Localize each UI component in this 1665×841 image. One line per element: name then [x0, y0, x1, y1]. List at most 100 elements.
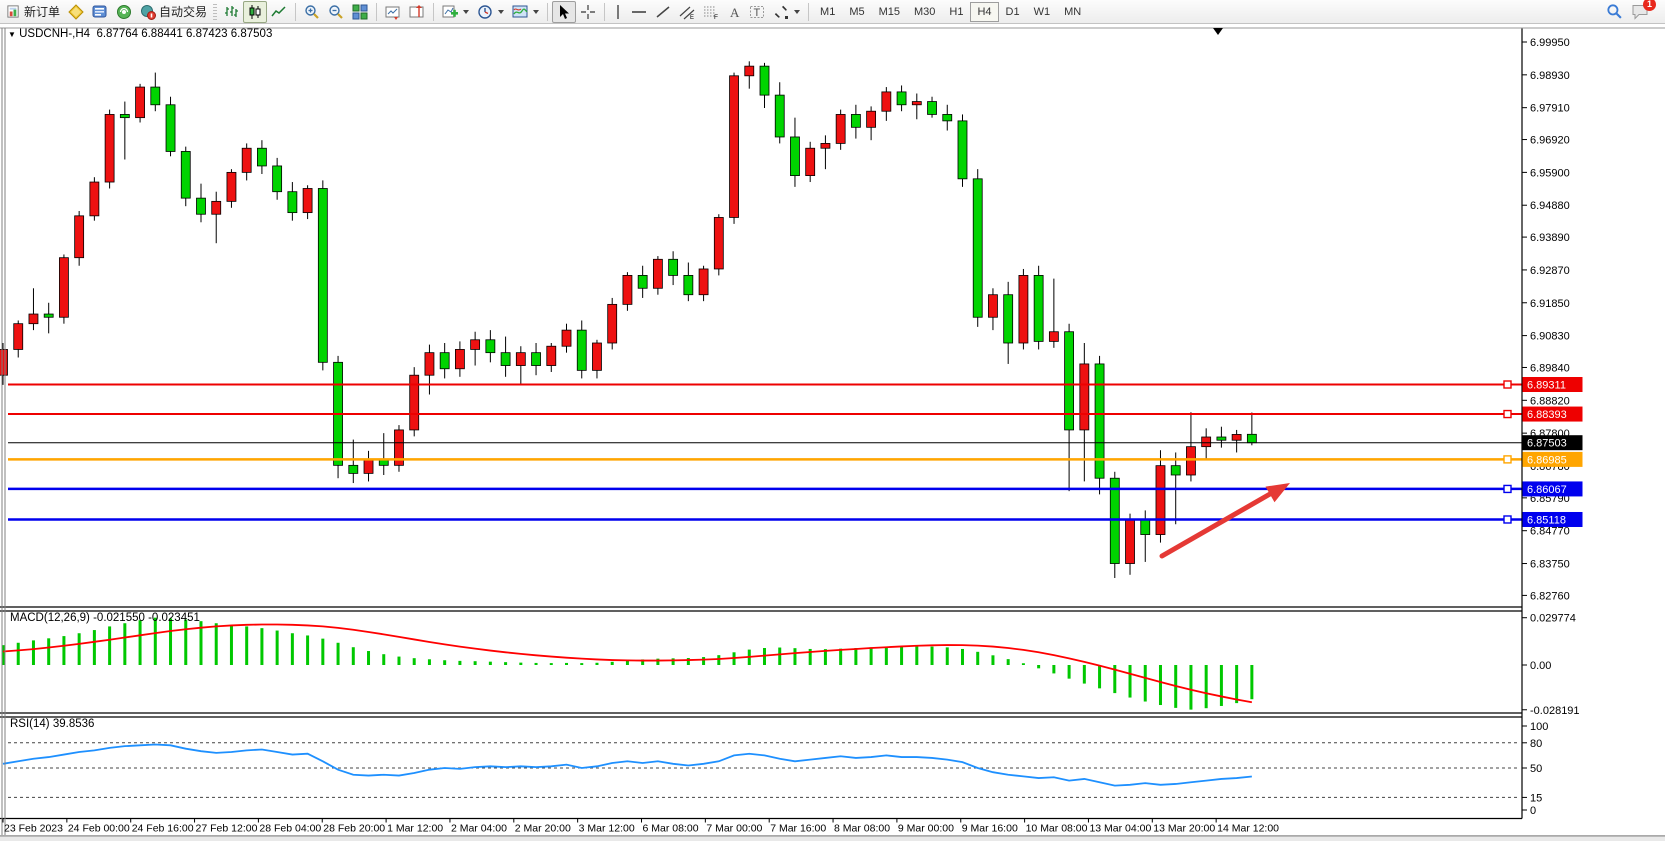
autotrading-label: 自动交易: [159, 5, 208, 19]
templates-button[interactable]: [508, 1, 543, 23]
line-handle[interactable]: [1503, 515, 1512, 524]
macd-layer: [1, 617, 1254, 710]
time-axis[interactable]: 23 Feb 2023 24 Feb 00:00 24 Feb 16:00 27 Fe…: [2, 818, 1279, 835]
toolbar-grip: [213, 3, 218, 20]
svg-text:6.96920: 6.96920: [1530, 135, 1570, 147]
line-chart-button[interactable]: [267, 1, 291, 23]
community-button[interactable]: [64, 1, 88, 23]
panel-borders: [0, 27, 1665, 836]
line-chart-icon: [271, 4, 287, 20]
svg-text:0.00: 0.00: [1530, 660, 1551, 672]
timeframe-w1-button[interactable]: W1: [1033, 5, 1051, 18]
zoom-out-button[interactable]: [324, 1, 348, 23]
search-button[interactable]: [1602, 1, 1627, 23]
svg-text:13 Mar 20:00: 13 Mar 20:00: [1153, 823, 1215, 835]
timeframe-m30-button[interactable]: M30: [914, 5, 936, 18]
svg-text:7 Mar 00:00: 7 Mar 00:00: [706, 823, 762, 835]
svg-text:A: A: [730, 5, 740, 20]
svg-text:6.99950: 6.99950: [1530, 37, 1570, 49]
indicators-dropdown-caret[interactable]: [463, 9, 470, 14]
text-icon: A: [727, 4, 741, 20]
notifications-button[interactable]: 1: [1627, 0, 1656, 23]
crosshair-button[interactable]: [576, 1, 600, 23]
zoom-in-button[interactable]: [300, 1, 324, 23]
timeframe-mn-button[interactable]: MN: [1064, 5, 1082, 18]
price-axis[interactable]: 6.99950 6.98930 6.97910 6.96920 6.95900 6.948…: [1522, 37, 1580, 817]
templates-dropdown-caret[interactable]: [533, 9, 540, 14]
svg-text:15: 15: [1530, 792, 1542, 804]
annotation-arrow[interactable]: [1159, 483, 1290, 559]
chart-shift-button[interactable]: [405, 1, 429, 23]
svg-text:6.83750: 6.83750: [1530, 559, 1570, 571]
arrows-icon: [773, 4, 789, 20]
timeframe-m15-button[interactable]: M15: [878, 5, 900, 18]
toolbar-separator: [376, 2, 378, 21]
svg-text:6.86067: 6.86067: [1527, 484, 1567, 496]
text-label-button[interactable]: T: [745, 1, 769, 23]
line-handle[interactable]: [1503, 380, 1512, 389]
svg-text:3 Mar 12:00: 3 Mar 12:00: [579, 823, 635, 835]
arrows-dropdown-caret[interactable]: [794, 9, 801, 14]
tile-windows-button[interactable]: [348, 1, 372, 23]
trendline-button[interactable]: [651, 1, 675, 23]
timeframe-h4-button[interactable]: H4: [970, 1, 999, 22]
toolbar: 新订单 自动交易 E F A T: [0, 0, 1665, 24]
timeframe-d1-button[interactable]: D1: [1005, 5, 1020, 18]
svg-text:80: 80: [1530, 738, 1542, 750]
tile-windows-icon: [352, 4, 368, 20]
svg-text:50: 50: [1530, 763, 1542, 775]
horizontal-line-button[interactable]: [627, 1, 651, 23]
line-handle[interactable]: [1503, 455, 1512, 464]
indicators-button[interactable]: [438, 1, 473, 23]
timeframe-h1-button[interactable]: H1: [949, 5, 964, 18]
svg-text:6.88393: 6.88393: [1527, 409, 1567, 421]
line-handle[interactable]: [1503, 484, 1512, 494]
svg-text:6.94880: 6.94880: [1530, 200, 1570, 212]
svg-text:1 Mar 12:00: 1 Mar 12:00: [387, 823, 443, 835]
svg-text:F: F: [714, 14, 718, 20]
market-watch-button[interactable]: [88, 1, 112, 23]
vertical-line-button[interactable]: [609, 1, 627, 23]
svg-text:E: E: [690, 15, 694, 20]
periods-button[interactable]: [473, 1, 508, 23]
timeframe-m5-button[interactable]: M5: [849, 5, 865, 18]
notification-badge: 1: [1643, 0, 1656, 11]
text-button[interactable]: A: [723, 1, 745, 23]
toolbar-separator: [604, 2, 606, 21]
bar-chart-button[interactable]: [219, 1, 243, 23]
chart-canvas[interactable]: 6.99950 6.98930 6.97910 6.96920 6.95900 6.948…: [0, 24, 1665, 841]
candlestick-chart-icon: [247, 4, 263, 20]
equidistant-channel-button[interactable]: E: [675, 1, 699, 23]
chart-shift-marker[interactable]: [1213, 28, 1223, 35]
fibonacci-button[interactable]: F: [699, 1, 723, 23]
candlestick-chart-button[interactable]: [243, 0, 268, 23]
cursor-button[interactable]: [552, 0, 577, 23]
arrows-button[interactable]: [769, 1, 804, 23]
autotrading-icon: [140, 4, 157, 20]
timeframe-m1-button[interactable]: M1: [820, 5, 836, 18]
svg-text:6.86985: 6.86985: [1527, 454, 1567, 466]
rsi-grid: [8, 742, 1520, 798]
svg-text:10 Mar 08:00: 10 Mar 08:00: [1026, 823, 1088, 835]
toolbar-separator: [295, 2, 297, 21]
templates-icon: [512, 4, 528, 20]
svg-text:9 Mar 00:00: 9 Mar 00:00: [898, 823, 954, 835]
indicators-icon: [442, 4, 459, 20]
periods-icon: [477, 4, 493, 20]
line-handle[interactable]: [1503, 409, 1512, 419]
autotrading-button[interactable]: 自动交易: [136, 1, 211, 23]
trendline-icon: [655, 4, 671, 20]
zoom-in-icon: [304, 4, 320, 20]
svg-text:6.88820: 6.88820: [1530, 395, 1570, 407]
new-order-button[interactable]: 新订单: [2, 1, 64, 23]
signals-button[interactable]: [112, 1, 136, 23]
new-order-label: 新订单: [24, 5, 61, 19]
auto-scroll-icon: [385, 4, 401, 20]
equidistant-channel-icon: E: [679, 4, 695, 20]
auto-scroll-button[interactable]: [381, 1, 405, 23]
new-order-icon: [6, 4, 21, 19]
svg-text:27 Feb 12:00: 27 Feb 12:00: [196, 823, 258, 835]
svg-text:9 Mar 16:00: 9 Mar 16:00: [962, 823, 1018, 835]
periods-dropdown-caret[interactable]: [498, 9, 505, 14]
